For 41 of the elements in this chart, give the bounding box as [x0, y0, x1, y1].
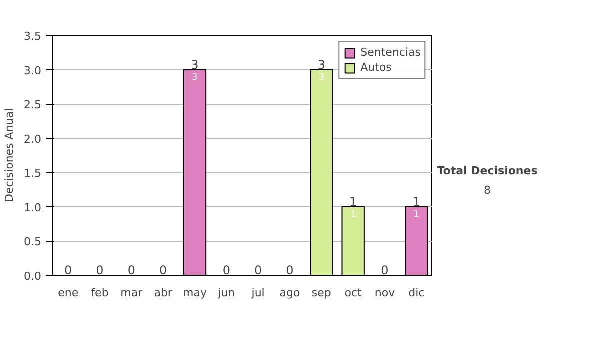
x-tick-label: jun: [217, 286, 236, 300]
y-tick-label: 3.5: [24, 30, 42, 43]
total-label: 0: [160, 264, 168, 278]
x-tick-label: oct: [344, 286, 363, 300]
total-label: 3: [191, 58, 199, 72]
total-label: 1: [412, 194, 420, 209]
data-label: 3: [318, 72, 325, 83]
y-axis-title: Decisiones Anual: [3, 108, 16, 203]
x-tick-label: sep: [312, 286, 332, 300]
total-label: 0: [222, 264, 230, 278]
legend-label: Autos: [360, 61, 392, 74]
x-tick-label: dic: [408, 286, 425, 300]
x-tick-label: feb: [91, 286, 109, 300]
data-label: 1: [414, 210, 420, 220]
x-tick-label: abr: [154, 286, 173, 300]
y-tick-label: 2.0: [24, 132, 42, 146]
y-tick-label: 0.0: [24, 270, 42, 283]
total-label: 0: [128, 264, 136, 278]
x-tick-label: jul: [250, 286, 265, 300]
total-label: 3: [318, 58, 326, 72]
text: Total Decisiones: [437, 164, 538, 178]
x-tick-label: mar: [120, 286, 144, 300]
y-tick-label: 1.0: [24, 201, 42, 214]
x-tick-label: may: [183, 286, 208, 300]
total-label: 0: [96, 264, 104, 278]
x-tick-label: ago: [280, 286, 300, 300]
data-label: 1: [350, 210, 356, 220]
y-tick-label: 1.5: [24, 167, 42, 180]
total-label: 0: [254, 264, 262, 278]
text: 8: [484, 184, 491, 198]
total-label: 0: [286, 264, 294, 278]
total-label: 0: [64, 264, 72, 278]
total-label: 0: [381, 264, 389, 278]
x-tick-label: ene: [58, 286, 79, 300]
y-tick-label: 0.5: [24, 236, 42, 249]
x-tick-label: nov: [374, 286, 396, 300]
total-label: 1: [350, 194, 358, 209]
y-tick-label: 3.0: [24, 64, 42, 78]
data-label: 3: [192, 72, 198, 83]
legend-label: Sentencias: [360, 46, 421, 59]
y-tick-label: 2.5: [24, 98, 42, 112]
